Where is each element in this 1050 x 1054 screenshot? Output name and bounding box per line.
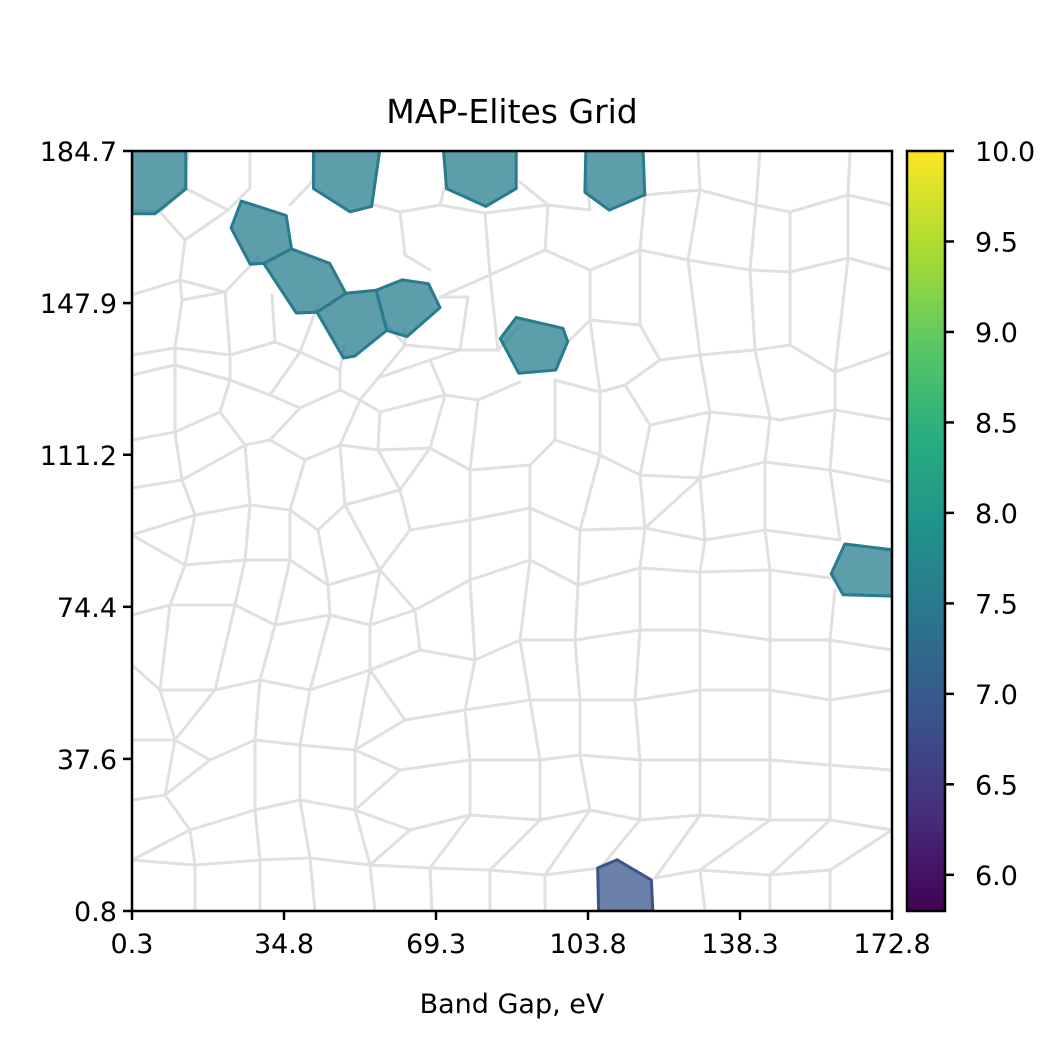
filled-cell [442, 151, 518, 208]
plot-frame [130, 149, 894, 913]
filled-cells [132, 151, 892, 911]
x-axis-label: Band Gap, eV [420, 989, 605, 1020]
y-tick-label: 184.7 [40, 137, 117, 168]
x-tick-label: 69.3 [406, 929, 466, 960]
filled-cell [829, 542, 892, 598]
filled-cell [312, 151, 382, 214]
colorbar-tick-label: 9.0 [975, 318, 1018, 349]
y-tick-label: 147.9 [40, 289, 117, 320]
colorbar-tick-label: 7.0 [975, 680, 1018, 711]
x-tick-label: 172.8 [853, 929, 930, 960]
filled-cell [498, 316, 570, 375]
chart-title: MAP-Elites Grid [386, 92, 638, 131]
y-tick-label: 111.2 [40, 441, 117, 472]
colorbar-tick-label: 7.5 [975, 589, 1018, 620]
colorbar [905, 149, 947, 913]
x-axis: 0.3 34.8 69.3 103.8 138.3 172.8 [111, 911, 931, 960]
colorbar-tick-label: 10.0 [975, 137, 1035, 168]
colorbar-tick-label: 6.0 [975, 861, 1018, 892]
colorbar-tick-label: 8.0 [975, 499, 1018, 530]
colorbar-tick-label: 8.5 [975, 408, 1018, 439]
filled-cell [374, 278, 442, 339]
y-tick-label: 74.4 [57, 593, 117, 624]
filled-cell [132, 151, 188, 216]
y-axis: 0.8 37.6 74.4 111.2 147.9 184.7 [40, 137, 132, 928]
colorbar-tick-label: 6.5 [975, 770, 1018, 801]
empty-cell-mesh [132, 151, 892, 911]
filled-cell [583, 151, 647, 212]
x-tick-label: 0.3 [111, 929, 154, 960]
colorbar-tick-label: 9.5 [975, 227, 1018, 258]
colorbar-axis: 6.0 6.5 7.0 7.5 8.0 8.5 9.0 9.5 10.0 [945, 137, 1035, 892]
y-tick-label: 0.8 [74, 897, 117, 928]
x-tick-label: 138.3 [701, 929, 778, 960]
x-tick-label: 103.8 [549, 929, 626, 960]
y-tick-label: 37.6 [57, 745, 117, 776]
x-tick-label: 34.8 [254, 929, 314, 960]
filled-cell [596, 858, 655, 911]
